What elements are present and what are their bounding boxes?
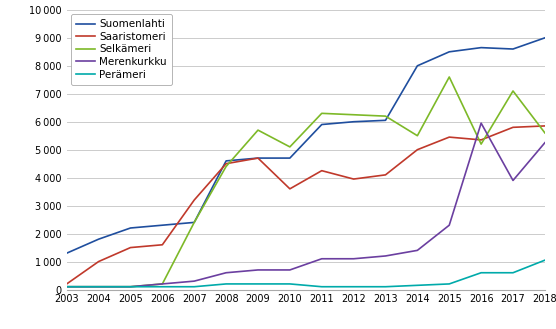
Saaristomeri — [223, 162, 230, 166]
Saaristomeri — [382, 173, 389, 177]
Selkämeri — [446, 75, 453, 79]
Suomenlahti — [350, 120, 357, 124]
Saaristomeri — [255, 156, 261, 160]
Suomenlahti — [542, 36, 548, 40]
Selkämeri — [382, 114, 389, 118]
Selkämeri — [223, 164, 230, 168]
Selkämeri — [255, 128, 261, 132]
Merenkurkku — [127, 285, 134, 289]
Saaristomeri — [414, 148, 421, 152]
Merenkurkku — [414, 248, 421, 252]
Suomenlahti — [286, 156, 293, 160]
Saaristomeri — [286, 187, 293, 191]
Line: Saaristomeri: Saaristomeri — [67, 126, 545, 284]
Suomenlahti — [63, 251, 70, 255]
Perämeri — [382, 285, 389, 289]
Merenkurkku — [542, 141, 548, 145]
Legend: Suomenlahti, Saaristomeri, Selkämeri, Merenkurkku, Perämeri: Suomenlahti, Saaristomeri, Selkämeri, Me… — [71, 14, 172, 85]
Selkämeri — [319, 111, 325, 115]
Suomenlahti — [446, 50, 453, 54]
Perämeri — [510, 271, 517, 275]
Perämeri — [63, 285, 70, 289]
Perämeri — [286, 282, 293, 286]
Selkämeri — [63, 285, 70, 289]
Saaristomeri — [319, 169, 325, 173]
Perämeri — [159, 285, 166, 289]
Line: Selkämeri: Selkämeri — [67, 77, 545, 287]
Merenkurkku — [159, 282, 166, 286]
Merenkurkku — [446, 223, 453, 227]
Perämeri — [414, 283, 421, 287]
Selkämeri — [414, 134, 421, 138]
Merenkurkku — [255, 268, 261, 272]
Saaristomeri — [510, 125, 517, 129]
Suomenlahti — [255, 156, 261, 160]
Merenkurkku — [319, 257, 325, 261]
Selkämeri — [542, 131, 548, 135]
Merenkurkku — [478, 121, 484, 125]
Selkämeri — [478, 142, 484, 146]
Perämeri — [319, 285, 325, 289]
Selkämeri — [286, 145, 293, 149]
Saaristomeri — [63, 282, 70, 286]
Line: Perämeri: Perämeri — [67, 260, 545, 287]
Saaristomeri — [191, 198, 197, 202]
Selkämeri — [350, 113, 357, 117]
Perämeri — [478, 271, 484, 275]
Suomenlahti — [510, 47, 517, 51]
Suomenlahti — [382, 118, 389, 122]
Selkämeri — [95, 285, 102, 289]
Selkämeri — [127, 285, 134, 289]
Suomenlahti — [414, 64, 421, 68]
Perämeri — [350, 285, 357, 289]
Suomenlahti — [191, 220, 197, 224]
Merenkurkku — [350, 257, 357, 261]
Selkämeri — [191, 220, 197, 224]
Perämeri — [95, 285, 102, 289]
Merenkurkku — [510, 178, 517, 182]
Merenkurkku — [95, 285, 102, 289]
Merenkurkku — [382, 254, 389, 258]
Saaristomeri — [446, 135, 453, 139]
Merenkurkku — [191, 279, 197, 283]
Saaristomeri — [159, 243, 166, 247]
Merenkurkku — [223, 271, 230, 275]
Selkämeri — [159, 282, 166, 286]
Selkämeri — [510, 89, 517, 93]
Suomenlahti — [478, 46, 484, 50]
Saaristomeri — [127, 245, 134, 250]
Perämeri — [446, 282, 453, 286]
Perämeri — [191, 285, 197, 289]
Suomenlahti — [159, 223, 166, 227]
Merenkurkku — [286, 268, 293, 272]
Merenkurkku — [63, 285, 70, 289]
Perämeri — [542, 258, 548, 262]
Line: Merenkurkku: Merenkurkku — [67, 123, 545, 287]
Suomenlahti — [223, 159, 230, 163]
Suomenlahti — [127, 226, 134, 230]
Saaristomeri — [542, 124, 548, 128]
Saaristomeri — [350, 177, 357, 181]
Suomenlahti — [319, 122, 325, 126]
Saaristomeri — [95, 260, 102, 264]
Suomenlahti — [95, 237, 102, 241]
Saaristomeri — [478, 138, 484, 142]
Perämeri — [127, 285, 134, 289]
Line: Suomenlahti: Suomenlahti — [67, 38, 545, 253]
Perämeri — [223, 282, 230, 286]
Perämeri — [255, 282, 261, 286]
